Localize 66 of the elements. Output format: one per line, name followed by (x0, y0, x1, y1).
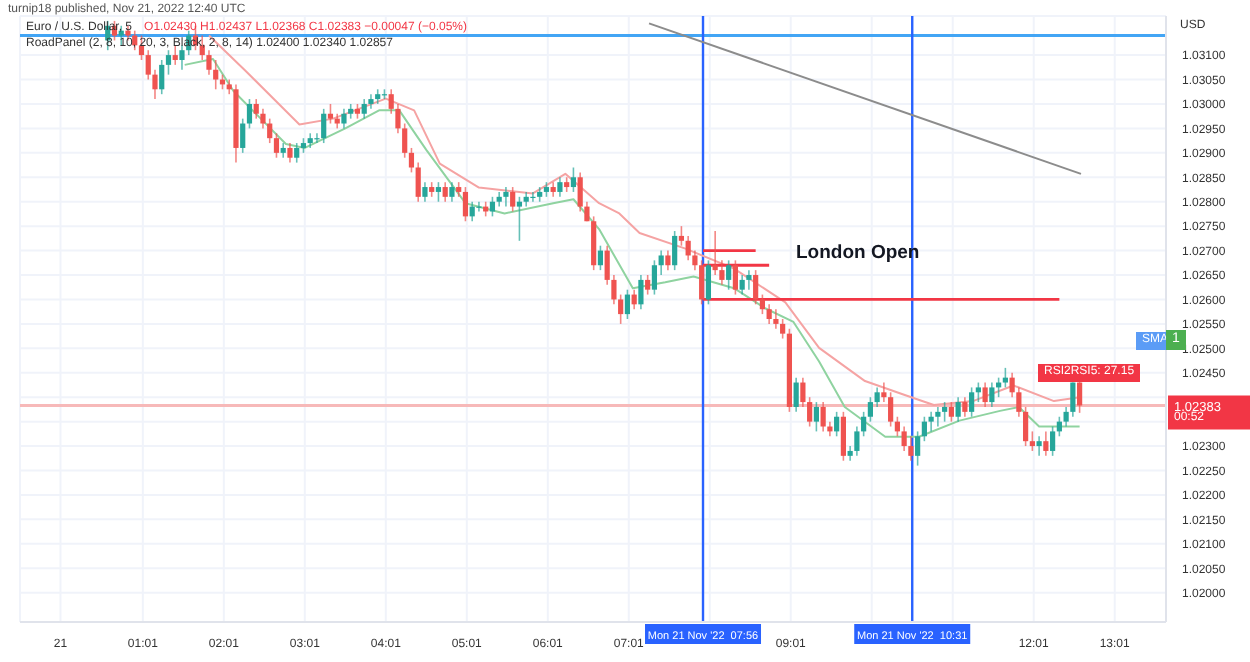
candlestick (577, 171, 583, 213)
candlestick (685, 235, 691, 262)
candlestick (341, 108, 347, 130)
candlestick (1050, 425, 1056, 457)
candlestick (928, 411, 934, 433)
candlestick (908, 435, 914, 462)
candlestick (503, 186, 509, 208)
candlestick (982, 381, 988, 408)
candlestick (557, 176, 563, 198)
candlestick (624, 288, 631, 320)
candlestick (840, 411, 846, 462)
candlestick (969, 386, 975, 418)
candlestick (746, 269, 752, 291)
candlestick (645, 274, 651, 296)
candlestick (159, 59, 165, 95)
candlestick (975, 381, 981, 403)
candlestick (989, 381, 995, 408)
candlestick (921, 415, 927, 442)
candlestick (888, 391, 894, 428)
candlestick (962, 396, 968, 418)
candlestick (591, 215, 597, 271)
candlestick (287, 142, 293, 164)
candlestick (516, 196, 523, 242)
candlestick (699, 259, 705, 306)
candlestick (321, 108, 327, 144)
candlestick (753, 269, 759, 306)
candlestick (361, 98, 367, 120)
candlestick (672, 230, 678, 271)
candlestick (942, 401, 948, 423)
candlestick (253, 98, 259, 120)
candlestick (1036, 435, 1042, 457)
candlestick (1002, 367, 1008, 389)
candlestick (935, 406, 941, 428)
candlestick (766, 303, 772, 325)
candlestick (476, 200, 482, 213)
candlestick (732, 259, 739, 296)
candlestick (834, 411, 840, 438)
candlestick (1043, 430, 1049, 457)
candlestick (1029, 430, 1035, 452)
candlestick (510, 186, 516, 213)
candlestick (435, 181, 442, 203)
candlestick (651, 259, 658, 296)
candlestick (915, 430, 921, 467)
candlestick (570, 166, 577, 193)
candlestick (294, 142, 300, 164)
candlestick (449, 181, 455, 203)
candlestick (530, 191, 536, 203)
candlestick (638, 274, 644, 311)
candlestick (739, 274, 745, 296)
candlestick (327, 103, 334, 125)
candlestick (955, 396, 961, 423)
candlestick (422, 181, 428, 203)
candlestick (665, 249, 671, 271)
candlestick (793, 376, 799, 413)
candlestick (442, 181, 448, 203)
candlestick (462, 186, 469, 223)
candlestick (172, 44, 178, 66)
candlestick (415, 161, 421, 203)
candlestick (820, 401, 826, 433)
candlestick (948, 401, 954, 423)
candlestick (597, 244, 604, 271)
candlestick (813, 401, 819, 433)
candlestick (1077, 378, 1083, 414)
candlestick (726, 259, 732, 291)
candlestick (854, 425, 860, 457)
candlestick (705, 259, 712, 306)
